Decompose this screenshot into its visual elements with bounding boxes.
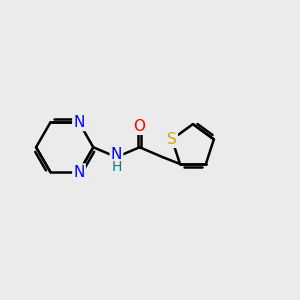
Text: O: O [134, 119, 146, 134]
Text: H: H [111, 160, 122, 174]
Text: N: N [73, 164, 85, 179]
Text: N: N [111, 148, 122, 163]
Text: N: N [73, 115, 85, 130]
Text: S: S [167, 132, 177, 147]
